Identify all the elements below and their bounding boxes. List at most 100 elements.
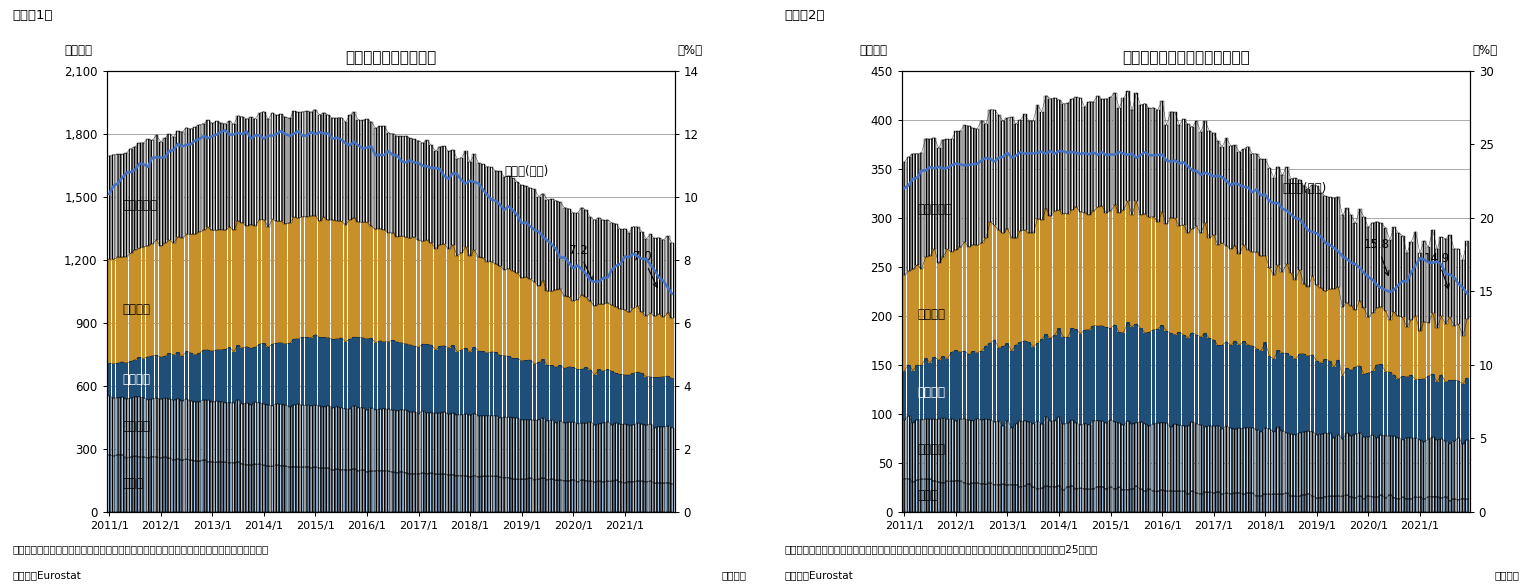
Bar bbox=[498, 171, 503, 266]
Bar bbox=[571, 480, 576, 512]
Bar bbox=[455, 256, 458, 352]
Bar bbox=[550, 199, 554, 292]
Bar bbox=[649, 377, 652, 425]
Bar bbox=[1191, 127, 1194, 229]
Bar bbox=[1371, 435, 1375, 497]
Bar bbox=[1014, 424, 1017, 485]
Bar bbox=[1118, 108, 1121, 213]
Bar bbox=[623, 483, 626, 512]
Bar bbox=[468, 415, 472, 477]
Bar bbox=[1087, 425, 1090, 489]
Bar bbox=[911, 370, 915, 423]
Bar bbox=[538, 420, 541, 479]
Bar bbox=[442, 412, 446, 474]
Bar bbox=[154, 398, 158, 457]
Bar bbox=[588, 218, 592, 302]
Bar bbox=[391, 340, 394, 410]
Bar bbox=[1135, 486, 1138, 512]
Bar bbox=[116, 155, 120, 258]
Bar bbox=[1113, 489, 1116, 512]
Bar bbox=[1401, 376, 1404, 440]
Bar bbox=[446, 348, 451, 415]
Bar bbox=[1397, 233, 1400, 316]
Bar bbox=[125, 457, 128, 512]
Bar bbox=[632, 309, 635, 373]
Bar bbox=[937, 148, 941, 263]
Bar bbox=[180, 132, 184, 238]
Bar bbox=[937, 360, 941, 419]
Bar bbox=[425, 344, 429, 413]
Bar bbox=[465, 414, 468, 476]
Bar bbox=[442, 245, 446, 346]
Bar bbox=[928, 419, 932, 479]
Bar bbox=[472, 155, 477, 250]
Bar bbox=[1430, 497, 1435, 512]
Bar bbox=[1456, 249, 1461, 325]
Bar bbox=[967, 126, 970, 246]
Bar bbox=[635, 372, 640, 423]
Bar bbox=[993, 340, 996, 422]
Bar bbox=[151, 399, 154, 457]
Bar bbox=[288, 119, 291, 223]
Bar bbox=[515, 418, 519, 479]
Bar bbox=[967, 355, 970, 420]
Bar bbox=[950, 419, 953, 482]
Bar bbox=[941, 419, 944, 483]
Bar bbox=[1135, 324, 1138, 423]
Bar bbox=[562, 296, 567, 369]
Bar bbox=[137, 396, 142, 457]
Bar bbox=[267, 227, 270, 348]
Bar bbox=[1276, 495, 1279, 512]
Bar bbox=[1135, 93, 1138, 202]
Bar bbox=[198, 462, 201, 512]
Bar bbox=[1121, 210, 1125, 333]
Text: （図表2）: （図表2） bbox=[784, 9, 825, 22]
Bar bbox=[177, 399, 180, 459]
Bar bbox=[1130, 111, 1135, 215]
Bar bbox=[198, 232, 201, 353]
Bar bbox=[1130, 327, 1135, 424]
Bar bbox=[1186, 124, 1189, 233]
Bar bbox=[394, 411, 399, 473]
Bar bbox=[950, 352, 953, 419]
Bar bbox=[627, 482, 631, 512]
Bar bbox=[1194, 423, 1199, 493]
Bar bbox=[1302, 495, 1305, 512]
Bar bbox=[1285, 353, 1288, 433]
Bar bbox=[1203, 492, 1208, 512]
Bar bbox=[614, 423, 618, 480]
Bar bbox=[1118, 332, 1121, 423]
Bar bbox=[1027, 484, 1031, 512]
Bar bbox=[1139, 489, 1142, 512]
Bar bbox=[1048, 487, 1052, 512]
Bar bbox=[1336, 196, 1340, 287]
Bar bbox=[1027, 342, 1031, 422]
Bar bbox=[1130, 489, 1135, 512]
Bar bbox=[1362, 437, 1366, 499]
Bar bbox=[1333, 368, 1336, 439]
Bar bbox=[1310, 496, 1314, 512]
Bar bbox=[1168, 491, 1173, 512]
Bar bbox=[1135, 423, 1138, 486]
Bar bbox=[1362, 217, 1366, 308]
Bar bbox=[1285, 264, 1288, 353]
Bar bbox=[219, 402, 222, 462]
Bar bbox=[154, 457, 158, 512]
Bar bbox=[541, 418, 545, 478]
Bar bbox=[111, 456, 116, 512]
Bar bbox=[1406, 327, 1409, 377]
Bar bbox=[1238, 254, 1241, 345]
Bar bbox=[661, 240, 666, 317]
Bar bbox=[120, 397, 123, 455]
Bar bbox=[666, 236, 670, 313]
Bar bbox=[1349, 436, 1352, 497]
Bar bbox=[227, 463, 231, 512]
Bar bbox=[1340, 215, 1345, 307]
Bar bbox=[953, 421, 958, 480]
Bar bbox=[378, 409, 382, 471]
Bar bbox=[623, 229, 626, 310]
Bar bbox=[1109, 97, 1112, 211]
Bar bbox=[915, 480, 920, 512]
Bar bbox=[1057, 211, 1062, 328]
Bar bbox=[1267, 168, 1272, 268]
